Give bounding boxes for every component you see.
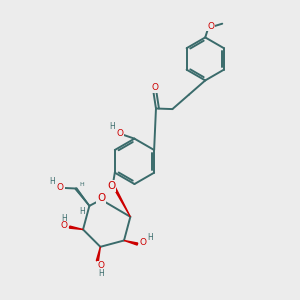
Polygon shape bbox=[124, 241, 138, 245]
Text: H: H bbox=[79, 207, 85, 216]
Text: O: O bbox=[140, 238, 147, 247]
Text: O: O bbox=[151, 83, 158, 92]
Polygon shape bbox=[112, 184, 130, 217]
Polygon shape bbox=[96, 247, 100, 261]
Text: H: H bbox=[109, 122, 115, 131]
Text: H: H bbox=[98, 269, 104, 278]
Text: O: O bbox=[107, 181, 116, 191]
Text: O: O bbox=[207, 22, 214, 31]
Text: O: O bbox=[117, 129, 124, 138]
Text: O: O bbox=[57, 183, 64, 192]
Polygon shape bbox=[69, 226, 83, 230]
Polygon shape bbox=[75, 188, 89, 206]
Text: H: H bbox=[61, 214, 67, 223]
Text: H: H bbox=[147, 233, 153, 242]
Text: H: H bbox=[50, 177, 55, 186]
Text: O: O bbox=[98, 261, 104, 270]
Text: O: O bbox=[60, 221, 67, 230]
Text: O: O bbox=[97, 193, 105, 203]
Text: H: H bbox=[79, 182, 84, 188]
